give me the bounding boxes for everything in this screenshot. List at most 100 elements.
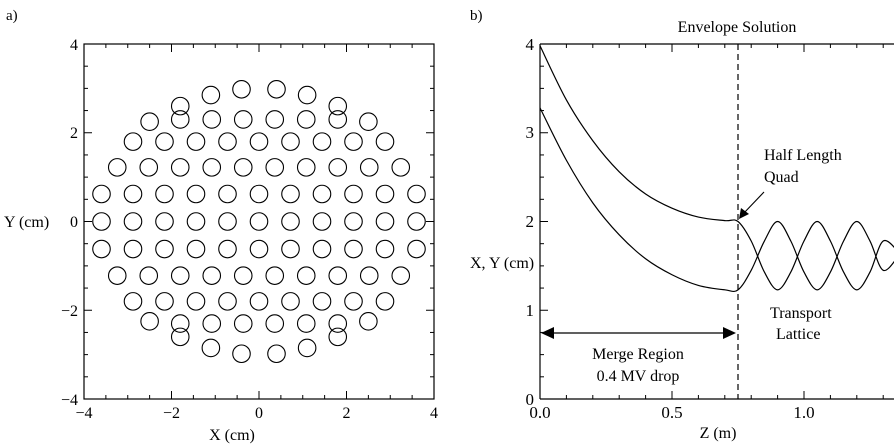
data-point	[296, 314, 316, 333]
data-point	[407, 239, 426, 259]
envelope-line-2	[539, 107, 894, 293]
panel-a: a) −4 −2 0 2 4 −4 −2 0 2 4 X (cm) Y (cm)	[4, 8, 438, 444]
panel-a-ticks	[83, 43, 435, 400]
x-tick-label: −4	[75, 405, 92, 422]
data-point	[218, 132, 237, 151]
data-point	[155, 184, 174, 204]
data-point	[281, 184, 300, 204]
data-point	[201, 85, 221, 105]
annotation-transport: Transport	[770, 305, 832, 322]
data-point	[375, 292, 395, 311]
data-point	[139, 158, 159, 177]
annotation-quad: Quad	[764, 169, 799, 186]
data-point	[267, 79, 286, 99]
data-point	[249, 132, 269, 151]
panel-b-ticks	[539, 43, 884, 400]
y-tick-label: 4	[70, 37, 78, 54]
data-point	[186, 292, 206, 311]
data-point	[296, 110, 316, 129]
data-point	[265, 110, 285, 129]
annotation-lattice: Lattice	[776, 326, 820, 343]
data-point	[218, 184, 237, 204]
data-point	[328, 96, 348, 116]
y-tick-label: −2	[61, 303, 78, 320]
data-point	[281, 292, 300, 311]
data-point	[265, 314, 285, 333]
data-point	[312, 132, 332, 151]
data-point	[312, 184, 332, 204]
data-point	[328, 266, 348, 285]
data-point	[201, 338, 221, 358]
quad-arrow-line	[742, 191, 765, 215]
data-point	[218, 212, 237, 231]
panel-b-tick-labels: 0.0 0.5 1.0 0 1 2 3 4	[526, 35, 815, 422]
data-point	[170, 110, 190, 129]
data-point	[359, 112, 378, 131]
data-point	[123, 239, 143, 259]
data-point	[233, 158, 253, 177]
data-point	[359, 312, 378, 331]
data-point	[170, 314, 190, 333]
data-point	[297, 338, 317, 358]
data-point	[344, 239, 363, 259]
merge-region-arrow-left	[541, 327, 554, 339]
data-point	[123, 184, 143, 204]
x-tick-label: 0.5	[661, 403, 682, 422]
data-point	[328, 327, 348, 347]
data-point	[328, 110, 348, 129]
data-point	[375, 184, 395, 204]
quad-arrow-head	[739, 208, 749, 219]
data-point	[407, 184, 426, 204]
data-point	[186, 184, 206, 204]
data-point	[344, 184, 363, 204]
x-axis-label: Z (m)	[700, 425, 737, 442]
envelope-line-1	[539, 45, 894, 291]
data-point	[359, 158, 379, 177]
data-point	[249, 184, 269, 204]
data-point	[155, 132, 174, 151]
data-point	[249, 239, 269, 259]
y-tick-label: 4	[526, 35, 535, 54]
x-tick-label: 1.0	[793, 403, 814, 422]
data-point	[170, 158, 190, 177]
data-point	[155, 212, 174, 231]
data-point	[328, 314, 348, 333]
y-axis-label: Y (cm)	[4, 214, 49, 231]
y-tick-label: 1	[526, 301, 535, 320]
data-point	[359, 266, 379, 285]
data-point	[233, 314, 253, 333]
data-point	[249, 292, 269, 311]
panel-b: b) Envelope Solution 0.0 0.5 1.0 0 1 2 3…	[470, 8, 894, 442]
data-point	[139, 266, 159, 285]
data-point	[218, 292, 237, 311]
data-point	[140, 312, 159, 331]
data-point	[218, 239, 237, 259]
data-point	[232, 79, 251, 99]
data-point	[202, 110, 222, 129]
data-point	[155, 292, 174, 311]
data-point	[249, 212, 269, 231]
panel-a-frame	[83, 43, 435, 400]
annotation-voltage-drop: 0.4 MV drop	[597, 368, 680, 385]
data-point	[344, 132, 363, 151]
data-point	[186, 212, 206, 231]
data-point	[375, 132, 395, 151]
x-tick-label: 2	[343, 405, 351, 422]
data-point	[344, 292, 363, 311]
x-tick-label: 4	[430, 405, 438, 422]
data-point	[233, 110, 253, 129]
panel-a-points	[92, 79, 426, 364]
data-point	[155, 239, 174, 259]
data-point	[92, 212, 111, 231]
data-point	[375, 239, 395, 259]
y-tick-label: 0	[526, 390, 535, 409]
panel-b-series	[539, 45, 894, 293]
data-point	[296, 266, 316, 285]
y-tick-label: −4	[61, 392, 78, 409]
data-point	[297, 85, 317, 105]
data-point	[170, 96, 190, 116]
data-point	[296, 158, 316, 177]
data-point	[123, 132, 143, 151]
y-tick-label: 3	[526, 123, 535, 142]
x-tick-label: 0	[255, 405, 263, 422]
